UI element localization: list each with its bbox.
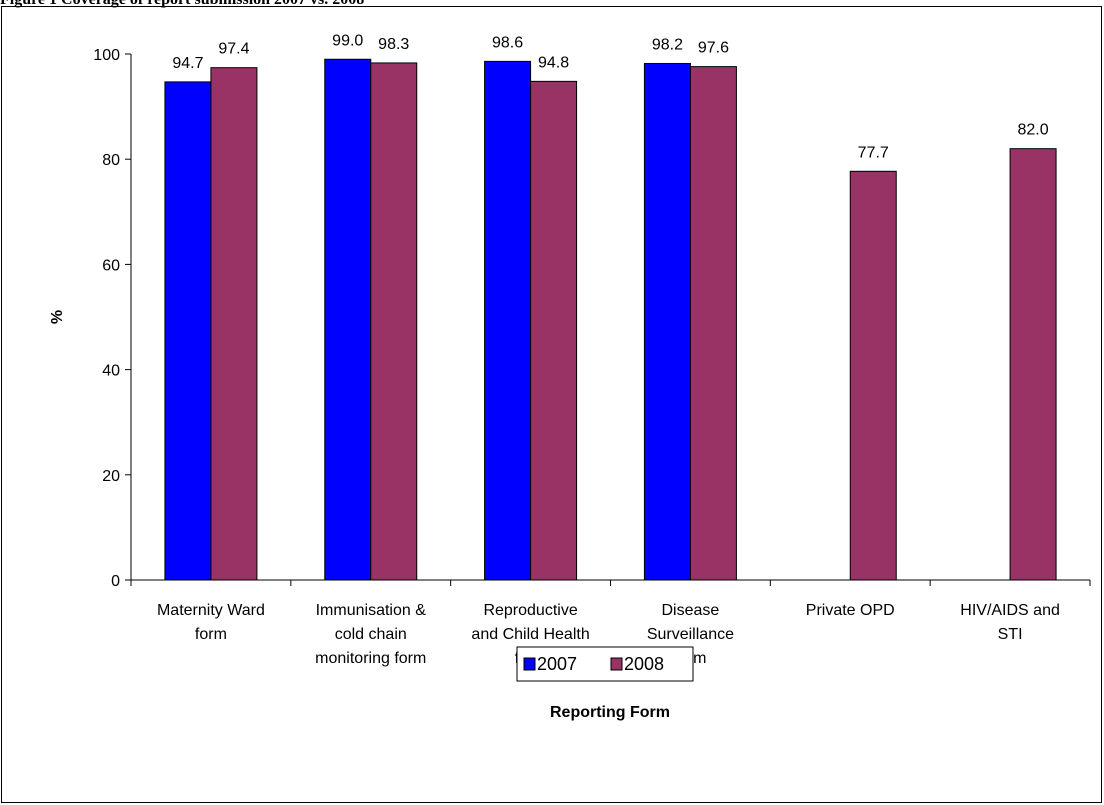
- y-tick-label-100: 100: [93, 47, 120, 64]
- data-label-2008-1: 98.3: [378, 36, 409, 53]
- x-tick-label-line: and Child Health: [471, 626, 589, 643]
- bar-2007-3: [643, 62, 691, 581]
- bars: [164, 58, 1057, 581]
- x-tick-label-line: Private OPD: [806, 602, 895, 619]
- y-tick-label-20: 20: [102, 468, 120, 485]
- bar-2007-0: [164, 81, 212, 581]
- data-labels: 94.7 99.0 98.6 98.2 97.4 98.3 94.8 97.6 77.7 82.0: [172, 32, 1048, 161]
- x-tick-label-line: Maternity Ward: [157, 602, 265, 619]
- x-tick-label-line: cold chain: [335, 626, 407, 643]
- y-axis-title: %: [49, 310, 66, 324]
- bar-2007-2: [484, 60, 532, 581]
- bar-2008-2: [530, 80, 578, 581]
- figure-title: Figure 1 Coverage of report submission 2…: [0, 0, 364, 9]
- data-label-2008-0: 97.4: [218, 41, 249, 58]
- x-tick-label-0: Maternity Ward form: [157, 602, 265, 643]
- bar-2008-1: [370, 62, 418, 581]
- chart-frame: [1, 6, 1102, 803]
- x-tick-label-line: Reproductive: [483, 602, 577, 619]
- legend-label-2008: 2008: [624, 654, 664, 674]
- y-tick-label-40: 40: [102, 363, 120, 380]
- x-tick-label-line: HIV/AIDS and: [960, 602, 1060, 619]
- data-label-2007-3: 98.2: [652, 36, 683, 53]
- legend-swatch-2008: [610, 657, 623, 671]
- data-label-2007-0: 94.7: [172, 55, 203, 72]
- x-tick-label-line: monitoring form: [315, 650, 426, 667]
- data-label-2008-4: 77.7: [858, 144, 889, 161]
- y-tick-label-0: 0: [111, 573, 120, 590]
- data-label-2007-2: 98.6: [492, 34, 523, 51]
- legend-box: [516, 646, 694, 682]
- y-tick-label-60: 60: [102, 257, 120, 274]
- bar-2008-5: [1009, 148, 1057, 581]
- bar-2007-1: [324, 58, 372, 581]
- legend-label-2007: 2007: [537, 654, 577, 674]
- x-tick-label-1: Immunisation & cold chain monitoring form: [315, 602, 426, 667]
- x-tick-label-5: HIV/AIDS and STI: [960, 602, 1060, 643]
- y-tick-label-80: 80: [102, 152, 120, 169]
- legend: 2007 2008: [516, 646, 694, 682]
- data-label-2008-5: 82.0: [1018, 122, 1049, 139]
- bar-2008-3: [689, 66, 737, 581]
- data-label-2008-3: 97.6: [698, 40, 729, 57]
- bar-2008-0: [210, 67, 258, 581]
- bar-2008-4: [849, 170, 897, 581]
- x-axis-title: Reporting Form: [550, 704, 670, 721]
- legend-swatch-2007: [523, 657, 536, 671]
- x-tick-label-4: Private OPD: [806, 602, 895, 619]
- data-label-2007-1: 99.0: [332, 32, 363, 49]
- x-tick-label-line: STI: [998, 626, 1023, 643]
- x-tick-label-line: Surveillance: [647, 626, 734, 643]
- x-tick-label-line: form: [195, 626, 227, 643]
- x-tick-label-line: Immunisation &: [316, 602, 427, 619]
- x-tick-label-line: Disease: [662, 602, 720, 619]
- data-label-2008-2: 94.8: [538, 54, 569, 71]
